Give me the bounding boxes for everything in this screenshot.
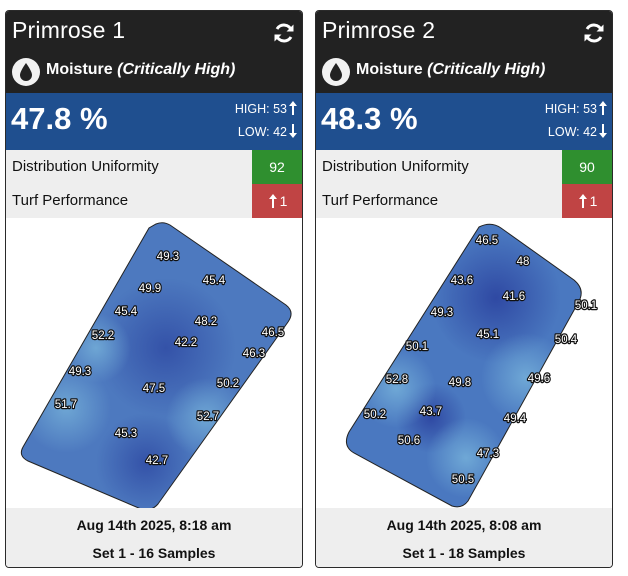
moisture-value: 48.3 % xyxy=(321,101,418,136)
sample-count: Set 1 - 16 Samples xyxy=(92,545,216,561)
sample-reading: 41.6 xyxy=(503,291,525,303)
sample-reading: 50.2 xyxy=(364,409,386,421)
sample-reading: 49.3 xyxy=(431,307,453,319)
sample-reading: 52.8 xyxy=(386,374,408,386)
refresh-icon[interactable] xyxy=(272,21,296,45)
turf-value: 1 xyxy=(589,193,598,209)
sample-reading: 49.3 xyxy=(69,366,91,378)
arrow-up-icon xyxy=(578,194,587,208)
sample-count: Set 1 - 18 Samples xyxy=(402,545,526,561)
sample-reading: 45.3 xyxy=(115,428,137,440)
metric-status: (Critically High) xyxy=(117,61,236,78)
sample-reading: 43.7 xyxy=(420,406,442,418)
card-header: Primrose 1 Moisture (Critically High) xyxy=(6,11,302,93)
sample-reading: 42.7 xyxy=(146,455,168,467)
high-label: HIGH: 53 xyxy=(544,102,597,116)
metric-label: Moisture (Critically High) xyxy=(46,61,235,79)
sample-reading: 46.5 xyxy=(476,235,498,247)
water-drop-icon xyxy=(12,58,40,86)
field-card-primrose-1[interactable]: Primrose 1 Moisture (Critically High) 47… xyxy=(5,10,303,568)
sample-labels: 46.5 48 43.6 41.6 50.1 49.3 45.1 50.4 50.1 52.8 49… xyxy=(363,234,599,487)
high-label: HIGH: 53 xyxy=(234,102,287,116)
moisture-heatmap: 49.345.449.945.448.252.242.246.546.349.3… xyxy=(20,222,292,511)
sample-reading: 46.5 xyxy=(262,327,284,339)
sample-reading: 50.2 xyxy=(217,378,239,390)
distribution-uniformity-row: Distribution Uniformity 90 xyxy=(316,150,612,184)
moisture-map[interactable]: 46.5 48 43.6 41.6 50.1 49.3 45.1 50.4 50.1 52.8 49… xyxy=(316,218,612,515)
metric-status: (Critically High) xyxy=(427,61,546,78)
arrow-down-icon xyxy=(289,124,297,138)
metric-label: Moisture (Critically High) xyxy=(356,61,545,79)
sample-reading: 45.4 xyxy=(203,275,226,287)
arrow-up-icon xyxy=(289,101,297,115)
sample-reading: 52.2 xyxy=(92,330,114,342)
sample-reading: 43.6 xyxy=(451,275,473,287)
sample-reading: 47.5 xyxy=(143,383,165,395)
high-threshold: HIGH: 53 xyxy=(545,101,607,116)
low-threshold: LOW: 42 xyxy=(548,124,607,139)
sample-reading: 46.3 xyxy=(243,348,265,360)
sample-reading: 51.7 xyxy=(55,399,77,411)
sample-reading: 49.3 xyxy=(157,251,179,263)
card-header: Primrose 2 Moisture (Critically High) xyxy=(316,11,612,93)
moisture-heatmap: 46.5 48 43.6 41.6 50.1 49.3 45.1 50.4 50.1 52.8 49… xyxy=(345,223,599,508)
sample-reading: 50.5 xyxy=(452,474,474,486)
du-badge: 90 xyxy=(562,150,612,184)
sample-reading: 48.2 xyxy=(195,316,217,328)
distribution-uniformity-row: Distribution Uniformity 92 xyxy=(6,150,302,184)
card-title: Primrose 1 xyxy=(12,17,126,43)
metric-name: Moisture xyxy=(46,61,113,78)
sample-reading: 47.3 xyxy=(477,448,499,460)
sample-labels: 49.345.449.945.448.252.242.246.546.349.3… xyxy=(54,250,286,468)
arrow-down-icon xyxy=(599,124,607,138)
field-card-primrose-2[interactable]: Primrose 2 Moisture (Critically High) 48… xyxy=(315,10,613,568)
sample-reading: 52.7 xyxy=(197,411,219,423)
sample-reading: 50.6 xyxy=(398,435,420,447)
refresh-icon[interactable] xyxy=(582,21,606,45)
water-drop-icon xyxy=(322,58,350,86)
card-footer: Aug 14th 2025, 8:08 am Set 1 - 18 Sample… xyxy=(316,508,612,567)
card-title: Primrose 2 xyxy=(322,17,436,43)
turf-performance-row: Turf Performance 1 xyxy=(316,184,612,218)
turf-badge: 1 xyxy=(252,184,302,218)
du-label: Distribution Uniformity xyxy=(12,158,159,175)
sample-reading: 50.4 xyxy=(555,334,578,346)
du-badge: 92 xyxy=(252,150,302,184)
low-label: LOW: 42 xyxy=(547,125,597,139)
low-label: LOW: 42 xyxy=(237,125,287,139)
arrow-up-icon xyxy=(599,101,607,115)
value-bar: 47.8 % HIGH: 53 LOW: 42 xyxy=(6,93,302,150)
turf-badge: 1 xyxy=(562,184,612,218)
turf-performance-row: Turf Performance 1 xyxy=(6,184,302,218)
arrow-up-icon xyxy=(268,194,277,208)
sample-reading: 49.4 xyxy=(504,413,527,425)
moisture-value: 47.8 % xyxy=(11,101,108,136)
low-threshold: LOW: 42 xyxy=(238,124,297,139)
turf-label: Turf Performance xyxy=(12,192,129,209)
du-label: Distribution Uniformity xyxy=(322,158,469,175)
sample-reading: 50.1 xyxy=(406,341,428,353)
reading-date: Aug 14th 2025, 8:18 am xyxy=(76,517,232,533)
sample-reading: 42.2 xyxy=(175,337,197,349)
turf-label: Turf Performance xyxy=(322,192,439,209)
sample-reading: 49.9 xyxy=(139,283,161,295)
sample-reading: 50.1 xyxy=(575,300,597,312)
value-bar: 48.3 % HIGH: 53 LOW: 42 xyxy=(316,93,612,150)
sample-reading: 49.6 xyxy=(528,373,550,385)
metric-name: Moisture xyxy=(356,61,423,78)
card-footer: Aug 14th 2025, 8:18 am Set 1 - 16 Sample… xyxy=(6,508,302,567)
reading-date: Aug 14th 2025, 8:08 am xyxy=(386,517,542,533)
moisture-map[interactable]: 49.3 45.4 49.9 45.4 48.2 52.2 42.2 46.5 46.3 49.3… xyxy=(6,218,302,515)
turf-value: 1 xyxy=(279,193,288,209)
sample-reading: 49.8 xyxy=(449,377,471,389)
high-threshold: HIGH: 53 xyxy=(235,101,297,116)
sample-reading: 45.1 xyxy=(477,329,499,341)
sample-reading: 45.4 xyxy=(115,306,138,318)
sample-reading: 48 xyxy=(517,256,530,268)
